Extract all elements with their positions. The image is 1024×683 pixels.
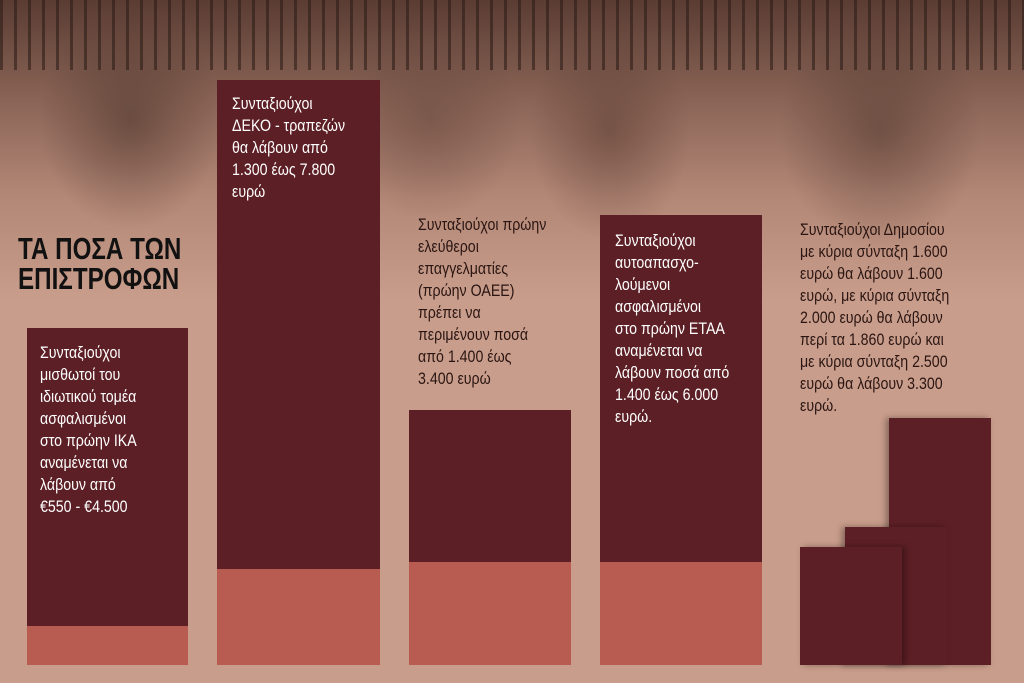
text-line: ΕΠΙΣΤΡΟΦΩΝ: [18, 261, 180, 296]
text-line: λούμενοι: [615, 276, 671, 294]
text-line: αναμένεται να: [615, 342, 703, 360]
bar: [217, 80, 380, 665]
text-line: Συνταξιούχοι: [232, 95, 313, 113]
text-line: περιμένουν ποσά: [418, 326, 529, 344]
text-line: ευρώ, με κύρια σύνταξη: [800, 287, 950, 305]
text-line: πρέπει να: [418, 304, 481, 322]
text-line: αυτοαπασχο-: [615, 254, 699, 272]
text-line: Συνταξιούχοι πρώην: [418, 216, 547, 234]
text-line: με κύρια σύνταξη 1.600: [800, 243, 948, 261]
text-line: ασφαλισμένοι: [615, 298, 702, 316]
bar-base: [600, 562, 762, 665]
text-line: αναμένεται να: [40, 454, 128, 472]
text-line: €550 - €4.500: [40, 498, 128, 516]
panel-text: Συνταξιούχοι πρώην ελεύθεροι επαγγελματίες…: [418, 214, 546, 390]
text-line: 1.400 έως 6.000: [615, 386, 719, 404]
panel-text: Συνταξιούχοι αυτοαπασχο-λούμενοι ασφαλισμέ…: [615, 230, 729, 428]
text-line: λάβουν ποσά από: [615, 364, 730, 382]
text-line: από 1.400 έως: [418, 348, 512, 366]
panel-text: Συνταξιούχοι ΔΕΚΟ - τραπεζών θα λάβουν από…: [232, 93, 345, 203]
text-line: 1.300 έως 7.800: [232, 161, 336, 179]
text-line: Συνταξιούχοι: [40, 344, 121, 362]
text-line: ελεύθεροι: [418, 238, 479, 256]
text-line: μισθωτοί του: [40, 366, 121, 384]
title: ΤΑ ΠΟΣΑ ΤΩΝ ΕΠΙΣΤΡΟΦΩΝ: [18, 231, 182, 296]
text-line: ευρώ θα λάβουν 1.600: [800, 265, 943, 283]
text-line: ευρώ.: [615, 408, 653, 426]
bar: [27, 328, 188, 665]
text-line: 3.400 ευρώ: [418, 370, 491, 388]
text-line: ΤΑ ΠΟΣΑ ΤΩΝ: [18, 231, 182, 266]
text-line: λάβουν από: [40, 476, 116, 494]
panel-text: Συνταξιούχοι Δημοσίου με κύρια σύνταξη 1.…: [800, 219, 949, 417]
text-line: με κύρια σύνταξη 2.500: [800, 353, 948, 371]
text-line: ασφαλισμένοι: [40, 410, 127, 428]
text-line: Συνταξιούχοι Δημοσίου: [800, 221, 945, 239]
text-line: περί τα 1.860 ευρώ και: [800, 331, 944, 349]
text-line: θα λάβουν από: [232, 139, 328, 157]
text-line: στο πρώην ΙΚΑ: [40, 432, 137, 450]
text-line: ευρώ.: [800, 397, 838, 415]
text-line: ευρώ θα λάβουν 3.300: [800, 375, 943, 393]
text-line: (πρώην ΟΑΕΕ): [418, 282, 515, 300]
bar: [800, 547, 902, 665]
text-line: 2.000 ευρώ θα λάβουν: [800, 309, 943, 327]
text-line: επαγγελματίες: [418, 260, 509, 278]
bar-base: [217, 569, 380, 665]
text-line: Συνταξιούχοι: [615, 232, 696, 250]
text-line: στο πρώην ΕΤΑΑ: [615, 320, 725, 338]
text-line: ιδιωτικού τομέα: [40, 388, 137, 406]
background-photo: [0, 0, 1024, 300]
text-line: ΔΕΚΟ - τραπεζών: [232, 117, 346, 135]
text-line: ευρώ: [232, 183, 266, 201]
bar-base: [27, 626, 188, 665]
bar-base: [409, 562, 571, 665]
panel-text: Συνταξιούχοι μισθωτοί του ιδιωτικού τομέα α…: [40, 342, 137, 518]
